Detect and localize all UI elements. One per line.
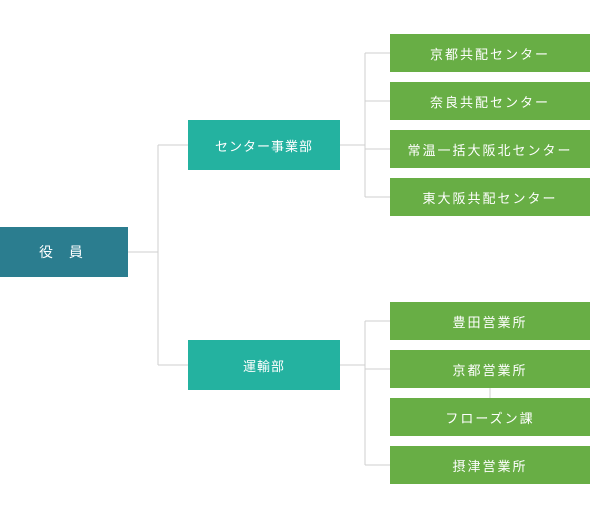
node-u2: 京都営業所 — [390, 350, 590, 388]
node-c4: 東大阪共配センター — [390, 178, 590, 216]
node-d1: センター事業部 — [188, 120, 340, 170]
node-u1: 豊田営業所 — [390, 302, 590, 340]
node-u3: フローズン課 — [390, 398, 590, 436]
node-c2: 奈良共配センター — [390, 82, 590, 120]
node-d2: 運輸部 — [188, 340, 340, 390]
node-c1: 京都共配センター — [390, 34, 590, 72]
node-c3: 常温一括大阪北センター — [390, 130, 590, 168]
node-root: 役 員 — [0, 227, 128, 277]
node-u4: 摂津営業所 — [390, 446, 590, 484]
